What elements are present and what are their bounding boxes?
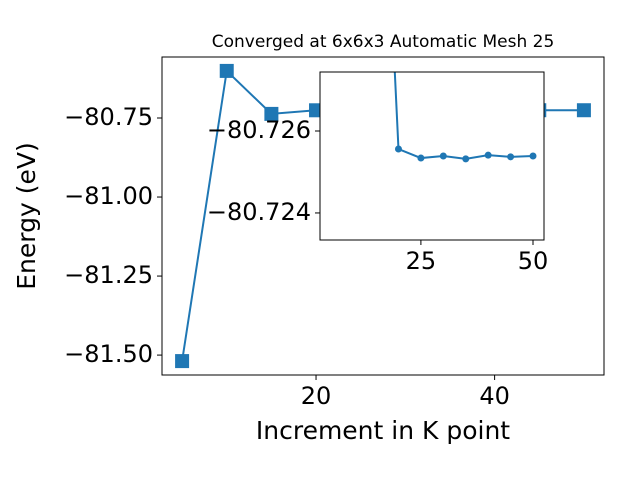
x-axis-label: Increment in K point — [256, 416, 510, 445]
axes-frame — [161, 56, 605, 376]
marker — [576, 103, 591, 118]
y-tick-label: −80.75 — [64, 103, 153, 131]
marker — [439, 152, 447, 160]
marker — [219, 63, 234, 78]
x-tick-label: 25 — [406, 247, 437, 275]
marker — [462, 155, 470, 163]
x-tick-label: 40 — [479, 382, 510, 410]
series-line — [393, 72, 534, 160]
y-axis-label: Energy (eV) — [12, 142, 41, 289]
axes-frame — [319, 71, 545, 241]
marker — [175, 354, 190, 369]
marker — [484, 151, 492, 159]
y-tick-label: −80.724 — [207, 198, 311, 226]
chart-title: Converged at 6x6x3 Automatic Mesh 25 — [212, 32, 555, 52]
marker — [394, 145, 402, 153]
x-tick-label: 20 — [301, 382, 332, 410]
y-tick-label: −81.25 — [64, 261, 153, 289]
y-tick-label: −81.50 — [64, 340, 153, 368]
x-tick-label: 50 — [518, 247, 549, 275]
y-tick-label: −80.726 — [207, 116, 311, 144]
marker — [529, 152, 537, 160]
y-tick-label: −81.00 — [64, 182, 153, 210]
plot-content — [393, 72, 537, 163]
marker — [264, 106, 279, 121]
marker — [417, 154, 425, 162]
marker — [507, 153, 515, 161]
